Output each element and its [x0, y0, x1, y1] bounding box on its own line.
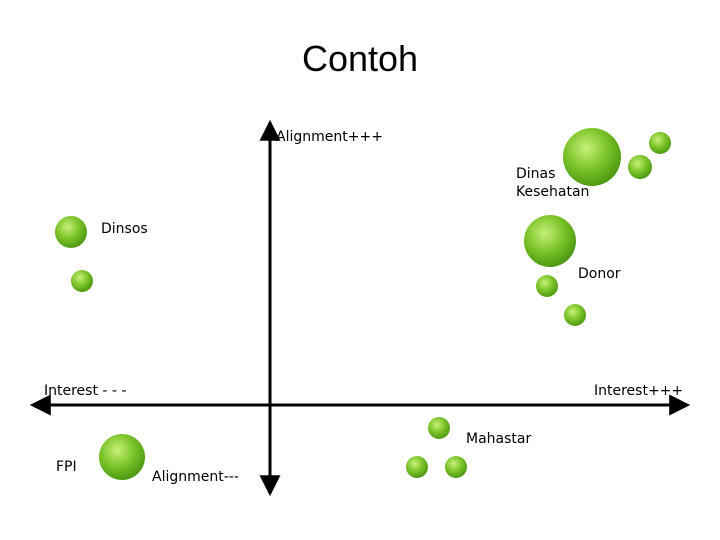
- stakeholder-circle: [445, 456, 467, 478]
- stakeholder-circle: [99, 434, 145, 480]
- label-mahastar: Mahastar: [466, 431, 532, 447]
- stakeholder-circle: [563, 128, 621, 186]
- label-dinsos: Dinsos: [101, 221, 148, 237]
- axis-label-interest-positive: Interest+++: [594, 383, 684, 399]
- stakeholder-circle: [406, 456, 428, 478]
- axis-label-interest-negative: Interest - - -: [44, 383, 127, 399]
- stakeholder-circle: [628, 155, 652, 179]
- stakeholder-circle: [524, 215, 576, 267]
- stakeholder-circle: [55, 216, 87, 248]
- label-dinas-kesehatan-line2: Kesehatan: [516, 184, 590, 200]
- axis-label-alignment-positive: Alignment+++: [276, 129, 383, 145]
- slide-title: Contoh: [301, 38, 419, 79]
- stakeholder-circle: [428, 417, 450, 439]
- stakeholder-circle: [564, 304, 586, 326]
- label-dinas-kesehatan-line1: Dinas: [516, 166, 556, 182]
- stakeholder-circle: [71, 270, 93, 292]
- label-fpi: FPI: [56, 459, 77, 475]
- label-dinas-kesehatan: Dinas Kesehatan: [516, 165, 589, 201]
- axis-label-alignment-negative: Alignment---: [152, 469, 239, 485]
- stakeholder-circle: [649, 132, 671, 154]
- stakeholder-circle: [536, 275, 558, 297]
- label-donor: Donor: [578, 266, 621, 282]
